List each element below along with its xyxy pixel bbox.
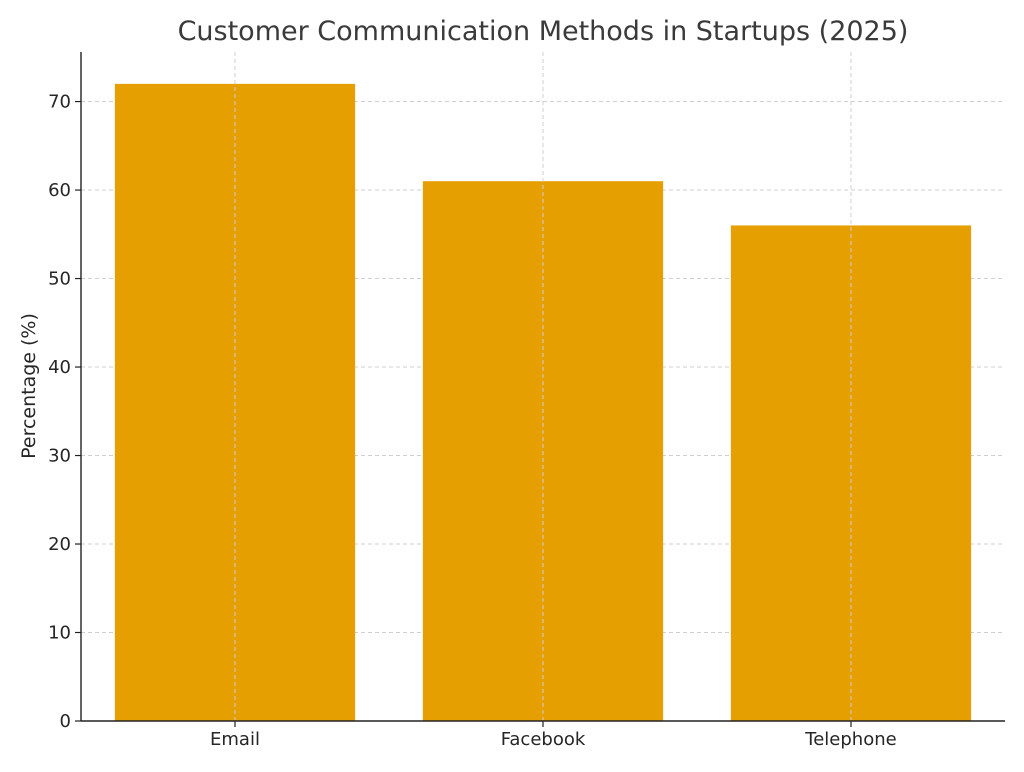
y-tick-label: 70 (48, 92, 71, 113)
y-axis-title: Percentage (%) (18, 313, 40, 459)
x-tick-label-facebook: Facebook (501, 729, 586, 750)
y-tick-label: 10 (48, 623, 71, 644)
x-tick-label-email: Email (210, 729, 260, 750)
ticks-layer: 0 10 20 30 40 50 60 70 Email Facebook Telephone (48, 92, 897, 750)
chart-title: Customer Communication Methods in Startu… (178, 16, 909, 47)
y-tick-label: 60 (48, 180, 71, 201)
y-tick-label: 30 (48, 446, 71, 467)
x-tick-label-telephone: Telephone (804, 729, 896, 750)
y-tick-label: 20 (48, 534, 71, 555)
y-tick-label: 50 (48, 269, 71, 290)
y-tick-label: 40 (48, 357, 71, 378)
y-tick-label: 0 (60, 711, 71, 732)
